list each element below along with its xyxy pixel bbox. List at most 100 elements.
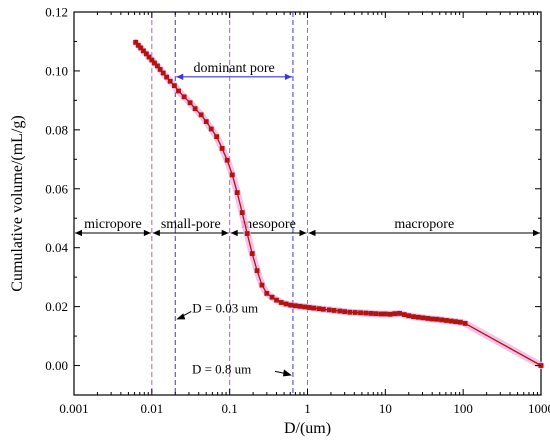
data-point bbox=[229, 172, 235, 178]
dominant-pore-range: dominant pore bbox=[176, 61, 292, 81]
data-point bbox=[274, 297, 279, 303]
x-tick-label: 10 bbox=[379, 401, 392, 416]
dominant-pore-arrow-head bbox=[284, 73, 292, 81]
series-line bbox=[135, 41, 542, 367]
pore-size-regions: micropore small-pore mesopore macropore bbox=[75, 217, 540, 237]
data-point bbox=[387, 311, 393, 317]
x-tick-label: 0.001 bbox=[59, 401, 88, 416]
data-point bbox=[160, 70, 166, 76]
data-point bbox=[264, 290, 270, 296]
data-point bbox=[157, 67, 163, 72]
annotation-arrow-head bbox=[282, 369, 292, 377]
data-series bbox=[132, 38, 545, 369]
data-point bbox=[164, 74, 170, 80]
x-tick-label: 0.01 bbox=[140, 401, 163, 416]
data-point bbox=[278, 300, 284, 305]
y-tick-label: 0.08 bbox=[45, 122, 68, 137]
data-point bbox=[133, 39, 139, 45]
data-point bbox=[406, 313, 412, 319]
data-point bbox=[453, 319, 459, 325]
data-point bbox=[425, 316, 431, 321]
data-point bbox=[368, 310, 374, 316]
data-point bbox=[306, 305, 312, 310]
data-point bbox=[429, 316, 435, 322]
region-label: macropore bbox=[394, 217, 454, 232]
data-point bbox=[214, 134, 220, 140]
data-point bbox=[457, 319, 463, 325]
data-point bbox=[219, 146, 225, 151]
data-point bbox=[181, 94, 187, 100]
region-arrow-head bbox=[308, 229, 316, 237]
data-point bbox=[239, 210, 245, 216]
region-arrow-head bbox=[143, 229, 151, 237]
data-point bbox=[192, 106, 198, 112]
data-point bbox=[293, 303, 298, 309]
data-point bbox=[208, 126, 214, 132]
y-axis-title: Cumulative volume/(mL/g) bbox=[9, 115, 26, 291]
data-point bbox=[149, 57, 155, 63]
data-point bbox=[392, 311, 398, 317]
data-point bbox=[152, 60, 157, 66]
data-point bbox=[439, 317, 445, 323]
data-point bbox=[434, 316, 440, 322]
data-point bbox=[378, 311, 384, 317]
y-tick-label: 0.04 bbox=[45, 240, 68, 255]
annotation-label: D = 0.03 um bbox=[192, 300, 258, 315]
data-point bbox=[297, 303, 303, 309]
data-point bbox=[141, 48, 146, 54]
y-tick-label: 0.12 bbox=[45, 5, 68, 20]
region-label: small-pore bbox=[161, 217, 221, 232]
data-point bbox=[269, 294, 275, 300]
data-point bbox=[352, 310, 358, 315]
data-point bbox=[401, 312, 407, 317]
region-arrow-head bbox=[152, 229, 160, 237]
region-label: micropore bbox=[84, 217, 142, 232]
data-point bbox=[146, 54, 152, 60]
data-point bbox=[249, 251, 255, 256]
x-axis-title: D/(um) bbox=[284, 420, 331, 437]
data-point bbox=[448, 318, 454, 324]
series-halo bbox=[132, 38, 545, 369]
region-arrow-head bbox=[230, 229, 238, 237]
region-arrow-head bbox=[533, 229, 540, 237]
data-point bbox=[342, 309, 348, 315]
data-point bbox=[462, 321, 468, 326]
data-point bbox=[187, 100, 193, 106]
y-tick-label: 0.00 bbox=[45, 358, 68, 373]
data-point bbox=[254, 268, 260, 274]
y-tick-label: 0.06 bbox=[45, 181, 68, 196]
data-point bbox=[326, 307, 332, 313]
data-point bbox=[331, 308, 337, 313]
annotation-label: D = 0.8 um bbox=[192, 361, 251, 376]
data-point bbox=[138, 45, 144, 51]
x-tick-label: 0.1 bbox=[222, 401, 238, 416]
data-point bbox=[167, 78, 173, 84]
data-point bbox=[320, 306, 326, 312]
region-arrow-head bbox=[75, 229, 82, 237]
dominant-pore-label: dominant pore bbox=[193, 61, 274, 76]
region-arrow-head bbox=[299, 229, 307, 237]
data-point bbox=[316, 306, 322, 312]
data-point bbox=[288, 302, 294, 308]
region-label: mesopore bbox=[241, 217, 295, 232]
data-point bbox=[135, 42, 141, 48]
data-point bbox=[283, 301, 289, 307]
data-point bbox=[234, 190, 240, 195]
data-point bbox=[176, 88, 181, 94]
dominant-pore-arrow-head bbox=[176, 73, 184, 81]
data-point bbox=[363, 310, 369, 316]
data-point bbox=[244, 231, 250, 236]
data-point bbox=[203, 119, 209, 124]
region-arrow-head bbox=[221, 229, 229, 237]
data-point bbox=[155, 63, 160, 69]
data-point bbox=[397, 310, 402, 316]
data-point bbox=[259, 282, 265, 288]
data-point bbox=[337, 308, 343, 314]
data-point bbox=[224, 157, 230, 163]
data-point bbox=[143, 51, 149, 57]
data-point bbox=[415, 314, 421, 320]
x-tick-label: 100 bbox=[453, 401, 473, 416]
